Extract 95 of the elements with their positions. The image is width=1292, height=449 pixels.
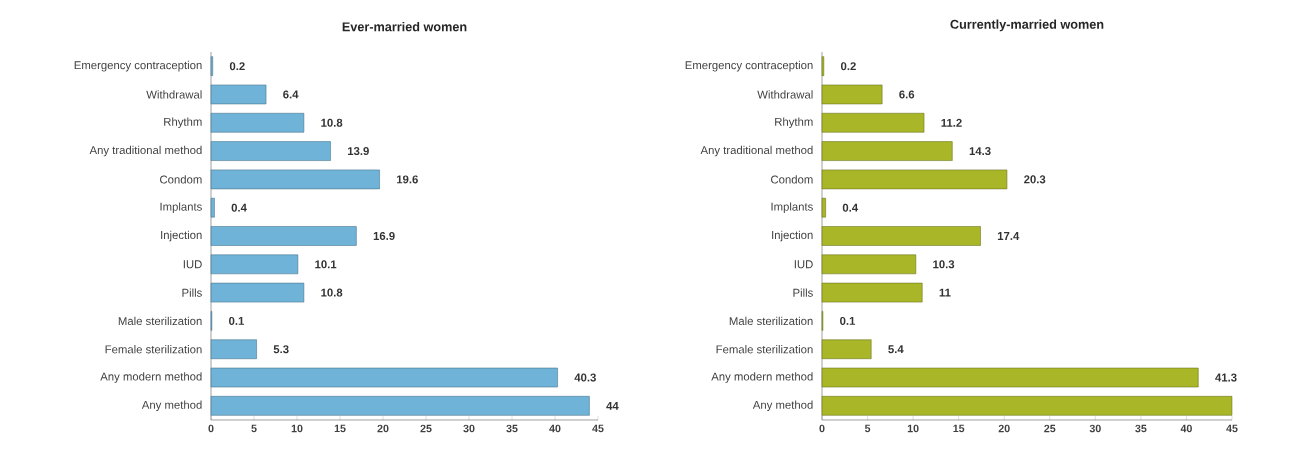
y-tick-label: Pills: [182, 288, 202, 297]
y-tick-label: Any traditional method: [89, 145, 202, 157]
data-label: 13.9: [347, 147, 369, 156]
data-label: 41.3: [1215, 373, 1237, 382]
x-tick-label: 5: [864, 424, 871, 433]
bar: [210, 367, 558, 388]
y-tick-label: IUD: [183, 260, 202, 269]
bar: [210, 339, 257, 359]
bar: [821, 396, 1233, 416]
y-tick-label: Any method: [141, 400, 202, 412]
chart-title: Ever-married women: [342, 21, 467, 32]
data-label: 0.2: [840, 62, 856, 71]
y-tick-label: Condom: [160, 175, 202, 184]
x-tick-label: 10: [291, 424, 303, 433]
y-tick-label: Any method: [752, 400, 813, 412]
x-tick-label: 40: [1180, 424, 1192, 433]
data-label: 6.4: [283, 90, 299, 99]
bar: [210, 112, 305, 133]
data-label: 0.4: [231, 203, 247, 212]
data-label: 0.1: [840, 316, 856, 325]
data-label: 6.6: [899, 90, 915, 99]
x-tick-label: 10: [907, 424, 919, 433]
x-tick-label: 30: [463, 424, 475, 433]
bar: [821, 141, 953, 161]
bar: [210, 226, 357, 246]
x-tick-label: 30: [1089, 424, 1101, 433]
x-tick-label: 0: [208, 424, 214, 433]
bar: [821, 339, 872, 359]
y-tick-label: Emergency contraception: [74, 60, 202, 72]
y-tick-label: Pills: [793, 288, 813, 297]
bar: [821, 112, 925, 133]
y-tick-label: Implants: [160, 202, 202, 213]
y-tick-label: Emergency contraception: [685, 60, 813, 72]
bar: [821, 282, 923, 303]
y-tick-label: Implants: [771, 202, 813, 213]
data-label: 14.3: [969, 147, 991, 156]
y-tick-label: Injection: [772, 230, 813, 242]
bar: [821, 254, 917, 275]
bar: [210, 169, 380, 190]
y-tick-label: Any modern method: [100, 372, 202, 383]
data-label: 0.1: [229, 316, 245, 325]
y-tick-label: Injection: [161, 230, 202, 242]
data-label: 5.3: [273, 345, 289, 354]
bar: [821, 226, 981, 246]
bar: [210, 197, 215, 218]
bar: [210, 254, 299, 275]
x-tick-label: 35: [506, 424, 518, 433]
bar: [821, 367, 1199, 388]
y-tick-label: Male sterilization: [118, 316, 202, 326]
x-tick-label: 0: [819, 424, 825, 433]
x-tick-label: 25: [1044, 424, 1056, 433]
bar: [210, 84, 267, 105]
data-label: 10.3: [933, 260, 955, 269]
x-tick-label: 5: [251, 424, 257, 433]
data-label: 10.1: [315, 260, 337, 269]
bar: [210, 396, 590, 416]
y-tick-label: Rhythm: [775, 117, 813, 129]
y-tick-label: Rhythm: [164, 117, 202, 129]
x-tick-label: 45: [1226, 424, 1238, 433]
bar: [821, 197, 826, 218]
y-tick-label: Condom: [771, 175, 813, 184]
data-label: 16.9: [373, 231, 395, 240]
y-tick-label: Withdrawal: [757, 90, 813, 99]
data-label: 40.3: [574, 373, 596, 382]
x-tick-label: 15: [953, 424, 965, 433]
y-tick-label: IUD: [794, 260, 813, 269]
data-label: 5.4: [888, 345, 904, 354]
x-tick-label: 20: [377, 424, 389, 433]
bar: [210, 282, 305, 303]
x-tick-label: 15: [334, 424, 346, 433]
chart-title: Currently-married women: [950, 19, 1104, 32]
data-label: 11.2: [941, 118, 962, 127]
x-tick-label: 45: [592, 424, 604, 433]
data-label: 11: [939, 288, 951, 297]
data-label: 19.6: [396, 175, 418, 184]
data-label: 0.2: [229, 62, 245, 71]
y-tick-label: Any traditional method: [700, 145, 813, 157]
data-label: 10.8: [321, 288, 343, 297]
y-tick-label: Female sterilization: [716, 345, 813, 354]
x-tick-label: 35: [1135, 424, 1147, 433]
y-tick-label: Male sterilization: [729, 316, 813, 326]
y-tick-label: Any modern method: [711, 372, 813, 383]
y-tick-label: Withdrawal: [146, 90, 202, 99]
data-label: 20.3: [1024, 175, 1046, 184]
y-tick-label: Female sterilization: [105, 345, 202, 354]
x-tick-label: 25: [420, 424, 432, 433]
bar: [821, 169, 1008, 190]
data-label: 10.8: [321, 118, 343, 127]
bar: [210, 141, 331, 161]
x-tick-label: 20: [998, 424, 1010, 433]
data-label: 0.4: [842, 203, 859, 212]
data-label: 44: [606, 401, 619, 410]
data-label: 17.4: [997, 232, 1020, 240]
bar: [821, 84, 883, 105]
x-tick-label: 40: [549, 424, 561, 433]
